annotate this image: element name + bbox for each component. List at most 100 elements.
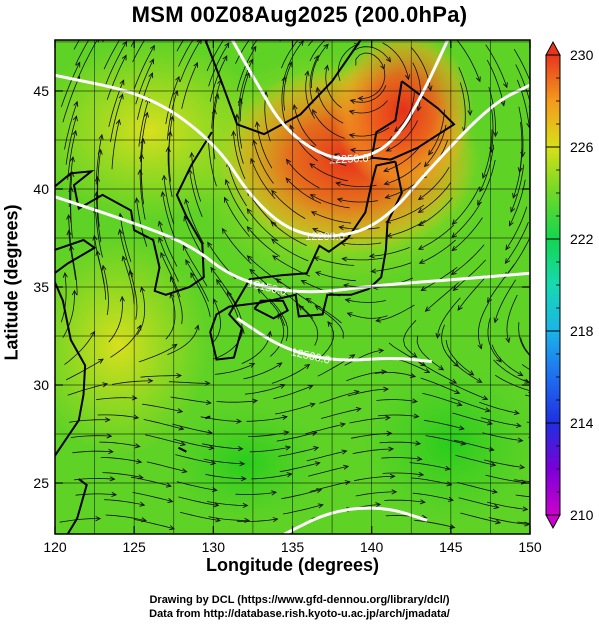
streamline	[105, 41, 127, 85]
streamline	[493, 359, 530, 384]
axes: 120 125 130 135 140 145 150 25 30 35 40 45	[33, 40, 542, 555]
streamline-arrowhead	[522, 506, 529, 512]
colorbar-tick-label: 214	[570, 415, 594, 431]
streamline-arrowhead	[561, 398, 566, 402]
streamline-arrowhead	[423, 161, 430, 168]
streamline-arrowhead	[276, 362, 283, 368]
streamline-arrowhead	[303, 30, 308, 35]
streamline-arrowhead	[341, 256, 348, 262]
streamline-arrowhead	[316, 488, 323, 494]
streamline-arrowhead	[210, 266, 216, 273]
streamline	[320, 408, 361, 419]
streamline-arrowhead	[451, 219, 458, 225]
streamline	[286, 159, 320, 189]
streamline-arrowhead	[122, 40, 128, 47]
streamline-arrowhead	[165, 146, 171, 152]
streamline-arrowhead	[418, 259, 425, 264]
streamline	[345, 299, 386, 303]
streamline	[246, 416, 287, 422]
streamline	[315, 271, 356, 282]
map-title: MSM 00Z08Aug2025 (200.0hPa)	[131, 2, 468, 27]
streamline	[293, 104, 317, 146]
streamline-arrowhead	[123, 28, 127, 33]
streamline	[347, 388, 389, 397]
streamline-arrowhead	[102, 382, 109, 388]
streamline	[422, 392, 462, 406]
streamline	[95, 134, 103, 185]
streamline	[282, 40, 304, 84]
streamline	[441, 324, 459, 367]
streamline	[451, 217, 483, 251]
y-tick-label: 45	[33, 83, 49, 99]
streamline	[138, 97, 150, 147]
streamline-arrowhead	[508, 220, 514, 227]
streamline-arrowhead	[285, 177, 292, 184]
streamline	[222, 228, 252, 264]
coastline-segment	[178, 446, 187, 453]
streamline	[139, 169, 146, 220]
streamline	[134, 519, 175, 530]
streamline-arrowhead	[500, 100, 506, 107]
streamline-arrowhead	[207, 241, 213, 248]
streamline	[482, 432, 523, 442]
streamline	[423, 419, 464, 430]
streamline-arrowhead	[72, 129, 78, 136]
streamline-arrowhead	[349, 354, 356, 360]
streamline	[485, 44, 508, 88]
streamline-arrowhead	[477, 343, 483, 350]
streamline	[210, 267, 238, 307]
streamline-arrowhead	[451, 378, 458, 384]
credit-data: Data from http://database.rish.kyoto-u.a…	[149, 608, 450, 620]
streamline	[140, 138, 144, 190]
streamline	[140, 375, 182, 378]
streamline	[253, 140, 274, 184]
streamline	[271, 238, 309, 262]
streamline	[298, 305, 319, 346]
streamline-arrowhead	[385, 415, 391, 421]
streamline	[122, 256, 135, 305]
streamline	[517, 521, 530, 524]
streamline	[355, 52, 385, 70]
streamline	[306, 450, 347, 462]
streamline	[452, 412, 493, 425]
streamline-arrowhead	[512, 192, 518, 199]
streamline-arrowhead	[517, 437, 524, 443]
streamline	[133, 45, 155, 90]
streamline	[355, 491, 397, 497]
streamline-arrowhead	[388, 446, 395, 452]
streamline	[100, 457, 142, 463]
streamline	[102, 265, 109, 316]
streamline-arrowhead	[270, 221, 277, 227]
streamline-arrowhead	[286, 472, 293, 478]
streamline-arrowhead	[420, 286, 427, 292]
streamline	[344, 350, 384, 366]
streamline-arrowhead	[317, 503, 324, 509]
streamline	[165, 293, 176, 340]
streamline-arrowhead	[424, 368, 431, 373]
streamline-arrowhead	[229, 8, 234, 13]
streamline	[506, 294, 518, 343]
streamline	[257, 288, 285, 326]
streamline	[459, 82, 466, 132]
streamline	[189, 169, 203, 217]
streamline	[418, 197, 453, 226]
streamline-arrowhead	[491, 488, 498, 494]
streamline	[374, 372, 416, 377]
streamline	[382, 42, 409, 80]
streamline-arrowhead	[185, 259, 191, 266]
streamline-arrowhead	[451, 245, 458, 252]
streamline-arrowhead	[323, 43, 329, 50]
streamline	[387, 219, 426, 237]
streamline	[111, 380, 153, 385]
streamline	[206, 40, 224, 72]
streamline-arrowhead	[457, 305, 463, 311]
streamline-arrowhead	[484, 407, 491, 413]
contour-label: 12200.0	[305, 231, 345, 243]
streamline-arrowhead	[344, 298, 351, 304]
streamline	[179, 40, 202, 82]
streamline	[488, 86, 497, 137]
streamline	[270, 221, 307, 246]
streamline-arrowhead	[97, 358, 104, 364]
y-tick-label: 30	[33, 377, 49, 393]
